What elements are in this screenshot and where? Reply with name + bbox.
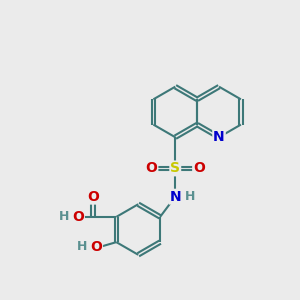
Text: H: H — [185, 190, 195, 203]
Text: O: O — [87, 190, 99, 204]
Text: O: O — [193, 161, 205, 176]
Text: H: H — [59, 210, 70, 224]
Text: N: N — [169, 190, 181, 204]
Text: O: O — [72, 210, 84, 224]
Text: N: N — [213, 130, 225, 144]
Text: H: H — [77, 239, 88, 253]
Text: S: S — [170, 161, 180, 176]
Text: O: O — [91, 241, 102, 254]
Text: O: O — [146, 161, 158, 176]
